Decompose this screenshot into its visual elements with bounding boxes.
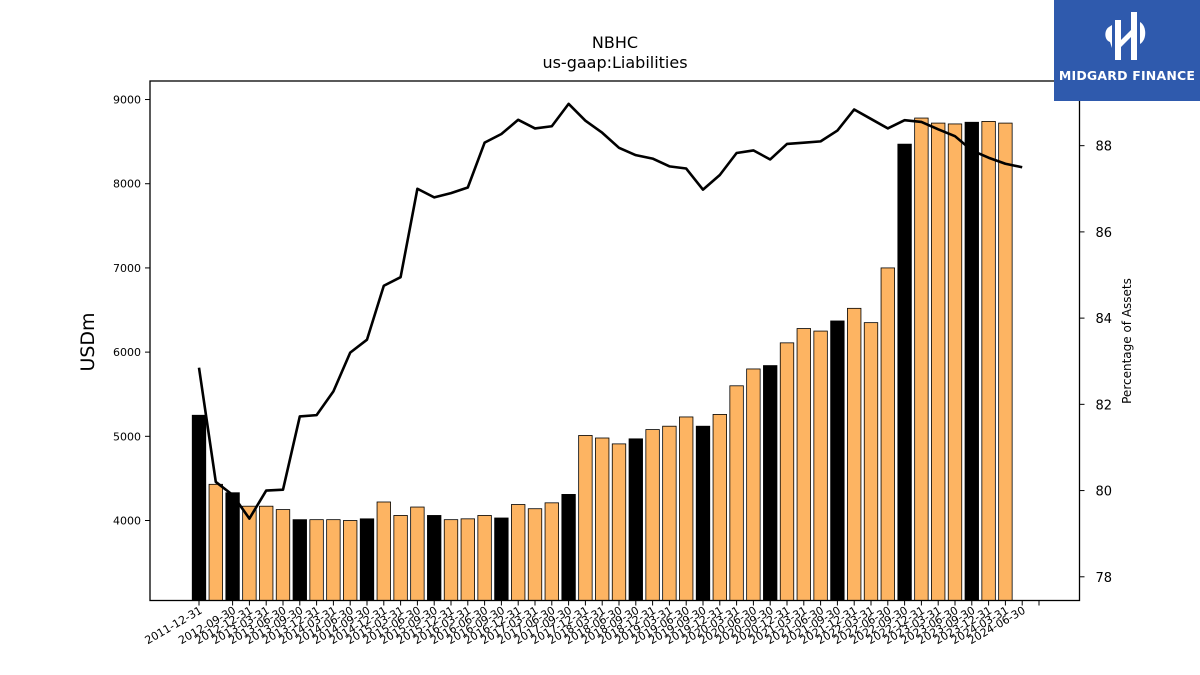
plot-frame xyxy=(149,80,1081,602)
bar xyxy=(863,322,879,601)
line-series xyxy=(197,102,1023,520)
right-tick-label: 80 xyxy=(1096,485,1113,500)
bar xyxy=(931,122,946,601)
bar xyxy=(847,307,862,601)
bar xyxy=(376,501,391,601)
x-axis: 2011-12-312012-09-302012-12-312013-03-31… xyxy=(143,600,1040,647)
bar xyxy=(427,515,442,601)
bar xyxy=(343,520,358,601)
bar xyxy=(679,416,694,601)
bar xyxy=(595,437,610,601)
left-tick-label: 6000 xyxy=(113,346,141,359)
bar xyxy=(309,519,324,601)
bar xyxy=(410,506,425,601)
midgard-logo-icon xyxy=(1105,12,1146,60)
bar xyxy=(712,414,727,601)
bar xyxy=(695,425,711,601)
brand-logo: MIDGARD FINANCE xyxy=(1054,0,1200,101)
bar xyxy=(628,438,643,601)
bar xyxy=(779,342,795,601)
right-tick-label: 82 xyxy=(1096,398,1113,413)
bar xyxy=(611,443,627,601)
bar xyxy=(511,504,526,601)
bar xyxy=(326,519,341,601)
left-tick-label: 9000 xyxy=(113,94,141,107)
bar xyxy=(947,123,963,601)
bar xyxy=(393,515,408,601)
left-tick-label: 8000 xyxy=(113,178,141,191)
left-tick-label: 5000 xyxy=(113,430,141,443)
bar xyxy=(544,502,559,601)
bar xyxy=(259,505,274,601)
brand-name: MIDGARD FINANCE xyxy=(1058,68,1196,83)
chart-title: NBHC xyxy=(592,33,638,52)
bar xyxy=(981,121,996,601)
bar xyxy=(897,143,912,601)
bar-series xyxy=(191,117,1013,601)
bar xyxy=(191,414,207,601)
right-axis: 78 80 82 84 86 88 xyxy=(1079,140,1113,586)
chart-subtitle: us-gaap:Liabilities xyxy=(542,53,687,72)
bar xyxy=(242,505,257,601)
right-tick-label: 86 xyxy=(1096,226,1113,241)
bar xyxy=(763,365,778,601)
bar xyxy=(561,494,576,601)
bar xyxy=(964,121,979,601)
bar xyxy=(880,267,895,601)
bar xyxy=(527,508,543,601)
left-tick-label: 4000 xyxy=(113,515,141,528)
right-tick-label: 88 xyxy=(1096,140,1113,155)
bar xyxy=(359,518,375,601)
left-axis-label: USDm xyxy=(77,312,99,371)
bar xyxy=(208,483,223,601)
bar xyxy=(645,429,660,601)
bar xyxy=(477,515,492,601)
left-axis: 4000 5000 6000 7000 8000 9000 xyxy=(113,94,150,528)
bar xyxy=(729,385,744,601)
bar xyxy=(275,509,291,601)
bar xyxy=(460,518,475,601)
pct-of-assets-line xyxy=(197,102,1023,520)
bar xyxy=(796,328,811,601)
right-tick-label: 84 xyxy=(1096,312,1113,327)
bar xyxy=(292,519,307,601)
right-axis-label: Percentage of Assets xyxy=(1120,278,1134,404)
bar xyxy=(813,330,828,601)
bar xyxy=(443,519,459,601)
bar xyxy=(998,122,1013,601)
bar xyxy=(578,435,593,601)
bar xyxy=(746,368,761,601)
right-tick-label: 78 xyxy=(1096,571,1113,586)
bar xyxy=(830,320,845,601)
left-tick-label: 7000 xyxy=(113,262,141,275)
bar xyxy=(662,425,677,601)
bar xyxy=(914,117,929,601)
bar xyxy=(494,517,509,601)
bar xyxy=(225,492,240,601)
